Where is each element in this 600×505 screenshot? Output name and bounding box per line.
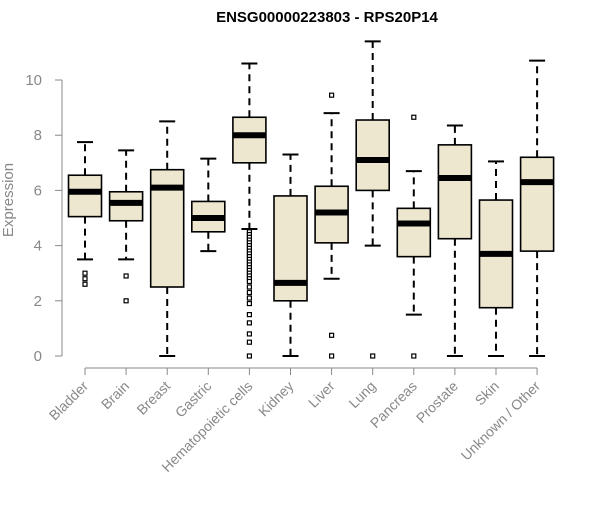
y-tick-label: 2 <box>34 293 42 310</box>
x-tick-label: Brain <box>98 378 132 412</box>
box-breast <box>149 120 185 357</box>
outlier-point <box>329 332 335 338</box>
y-tick-label: 6 <box>34 182 42 199</box>
y-tick-label: 8 <box>34 127 42 144</box>
box-pancreas <box>396 114 432 359</box>
box-skin <box>478 160 514 357</box>
box-kidney <box>273 153 308 357</box>
outlier-point <box>329 92 335 98</box>
x-tick-label: Lung <box>345 378 378 411</box>
y-tick-label: 0 <box>34 348 42 365</box>
outlier-point <box>123 298 129 304</box>
outlier-point <box>246 295 252 301</box>
y-tick-label: 4 <box>34 238 42 255</box>
iqr-box <box>355 119 391 192</box>
outlier-point <box>246 320 252 326</box>
chart-title: ENSG00000223803 - RPS20P14 <box>216 9 438 26</box>
box-lung <box>355 40 391 359</box>
outlier-point <box>123 273 129 279</box>
outlier-point <box>246 353 252 359</box>
outlier-point <box>411 114 417 120</box>
outlier-point <box>246 339 252 345</box>
box-prostate <box>437 124 473 357</box>
outlier-point <box>246 300 252 307</box>
x-tick-label: Kidney <box>255 378 297 420</box>
box-bladder <box>67 141 103 287</box>
iqr-box <box>437 144 473 240</box>
outlier-point <box>246 331 252 337</box>
box-brain <box>108 149 144 304</box>
x-tick-label: Skin <box>472 378 503 409</box>
y-axis-label: Expression <box>0 163 17 237</box>
iqr-box <box>232 116 267 164</box>
outlier-point <box>246 278 252 285</box>
box-series <box>67 40 555 359</box>
box-gastric <box>191 157 226 253</box>
x-tick-label: Bladder <box>46 378 92 424</box>
iqr-box <box>67 174 103 218</box>
x-tick-label: Prostate <box>413 378 461 426</box>
box-liver <box>314 92 349 359</box>
outlier-point <box>370 353 376 359</box>
iqr-box <box>396 207 432 258</box>
outlier-point <box>82 281 88 287</box>
outlier-point <box>82 276 88 282</box>
y-tick-label: 10 <box>25 72 42 89</box>
x-tick-label: Liver <box>305 378 338 411</box>
outlier-point <box>246 289 252 296</box>
outlier-point <box>246 284 252 290</box>
outlier-point <box>246 312 252 318</box>
x-tick-label: Breast <box>133 378 173 418</box>
box-unknown-other <box>519 59 555 357</box>
iqr-box <box>519 156 555 252</box>
box-hematopoietic-cells <box>232 62 267 359</box>
outlier-point <box>329 353 335 359</box>
y-axis: 0 2 4 6 8 10 <box>25 72 63 365</box>
iqr-box <box>108 190 144 222</box>
outlier-point <box>82 270 88 276</box>
outlier-point <box>411 353 417 359</box>
